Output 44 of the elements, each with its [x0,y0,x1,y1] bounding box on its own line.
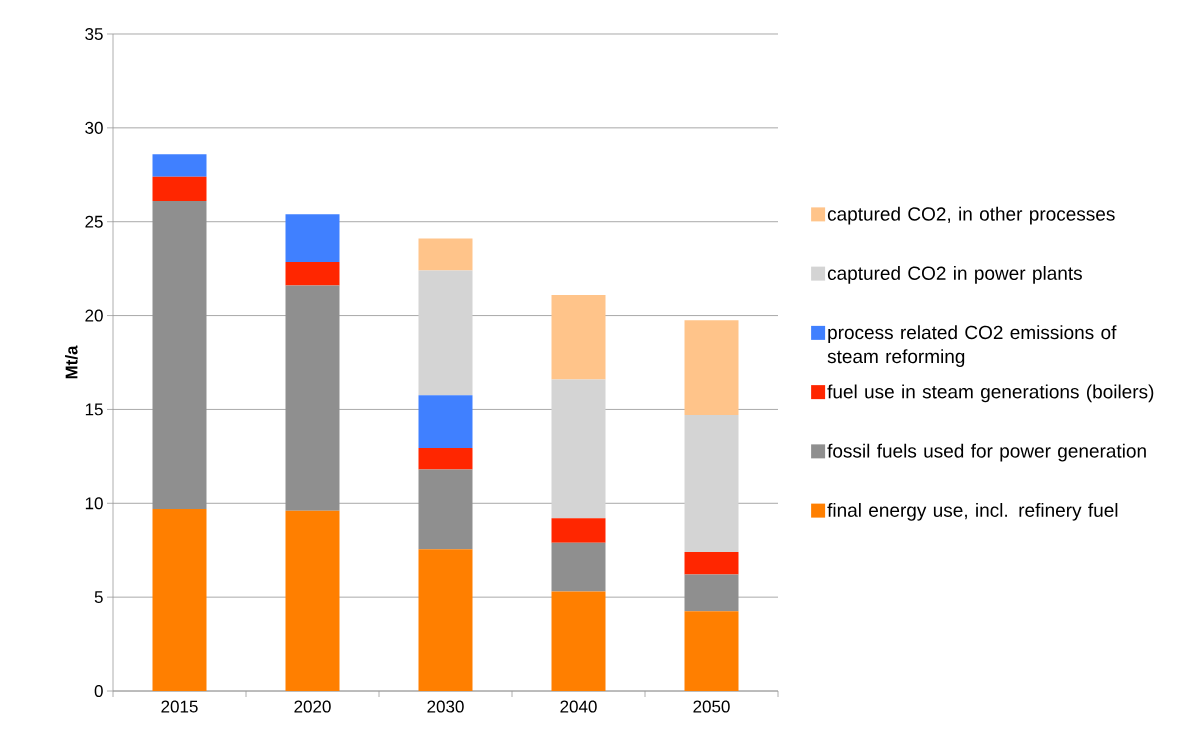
bar [418,270,473,396]
y-tick-label: 25 [85,215,103,228]
bar [551,518,606,543]
y-tick-label: 35 [85,27,103,41]
bar [551,294,606,380]
bar [684,320,739,416]
bar [152,154,207,177]
bar [152,201,207,509]
y-tick-label: 5 [94,591,103,604]
bar [418,549,473,691]
bar [418,238,473,271]
y-tick-label: 20 [85,309,103,322]
bar [152,508,207,691]
bar [684,552,739,575]
bar [152,176,207,202]
legend-label: final energy use, incl. refinery fuel [827,502,1118,521]
legend-label: captured CO2, in other processes [827,206,1115,225]
y-axis-title: Mt/a [65,345,78,379]
bar [285,510,340,691]
y-tick-label: 30 [85,121,103,134]
legend-label: captured CO2 in power plants [827,266,1082,284]
legend-label: fuel use in steam generations (boilers) [827,384,1154,403]
bar [551,591,606,691]
bar [418,469,473,550]
y-tick-label: 0 [94,684,103,698]
bar [285,262,340,286]
x-tick-label: 2020 [294,700,331,713]
bar [418,447,473,470]
y-tick-label: 10 [85,497,103,510]
bar [285,214,340,263]
bar [684,415,739,553]
x-tick-label: 2050 [693,700,730,713]
legend-label: fossil fuels used for power generation [827,443,1146,462]
x-tick-label: 2015 [161,700,198,713]
bar [418,395,473,448]
bar [551,379,606,519]
legend-label: process related CO2 emissions of steam reforming [827,325,1117,367]
y-tick-label: 15 [85,403,103,416]
bar [684,574,739,612]
bar [551,542,606,592]
bar [285,285,340,511]
x-tick-label: 2030 [427,700,464,713]
x-tick-label: 2040 [560,700,597,713]
bar [684,611,739,691]
